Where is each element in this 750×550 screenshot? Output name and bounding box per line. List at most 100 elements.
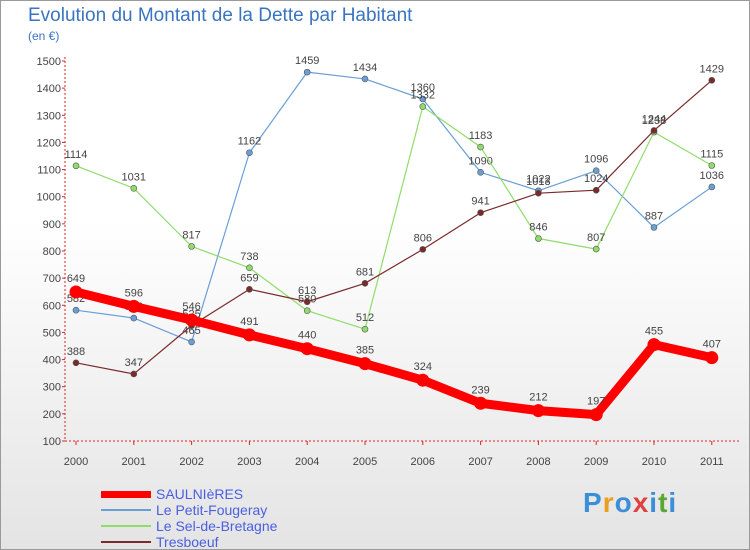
- legend-label: Tresboeuf: [156, 534, 219, 550]
- data-label: 649: [67, 273, 85, 285]
- data-label: 1096: [584, 154, 608, 166]
- data-label: 806: [414, 232, 432, 244]
- data-point: [419, 103, 427, 110]
- x-tick-label: 2010: [642, 456, 666, 468]
- y-tick-label: 600: [43, 300, 61, 312]
- data-label: 212: [529, 392, 547, 404]
- x-tick-label: 2005: [353, 456, 377, 468]
- data-label: 407: [703, 339, 721, 351]
- data-label: 1024: [584, 173, 608, 185]
- data-label: 817: [182, 229, 200, 241]
- data-label: 512: [356, 312, 374, 324]
- logo-letter: t: [658, 487, 669, 518]
- data-point: [592, 186, 600, 194]
- data-point: [477, 168, 484, 176]
- logo-letter: P: [583, 487, 603, 518]
- data-point: [242, 328, 256, 342]
- y-tick-label: 200: [43, 409, 61, 421]
- data-label: 546: [182, 301, 200, 313]
- data-label: 1013: [526, 176, 550, 188]
- data-label: 887: [645, 210, 663, 222]
- data-label: 455: [645, 326, 663, 338]
- x-tick-label: 2006: [411, 456, 435, 468]
- y-tick-label: 1000: [37, 192, 61, 204]
- data-point: [589, 408, 603, 422]
- data-label: 1031: [122, 171, 146, 183]
- data-label: 681: [356, 266, 374, 278]
- x-tick-label: 2002: [179, 456, 203, 468]
- legend-swatch: [101, 541, 151, 543]
- y-tick-label: 300: [43, 382, 61, 394]
- data-label: 613: [298, 285, 316, 297]
- data-label: 385: [356, 345, 374, 357]
- logo-letter: i: [668, 487, 678, 518]
- data-label: 1459: [295, 55, 319, 67]
- y-tick-label: 700: [43, 273, 61, 285]
- data-point: [477, 143, 484, 151]
- data-point: [72, 359, 80, 367]
- data-point: [416, 373, 430, 387]
- series-line-tresboeuf: [75, 79, 713, 375]
- legend-swatch: [101, 491, 151, 498]
- data-label: 440: [298, 330, 316, 342]
- data-point: [708, 183, 716, 191]
- data-point: [72, 306, 80, 314]
- y-tick-label: 800: [43, 246, 61, 258]
- series-line-saulni-res: [71, 287, 717, 420]
- data-point: [650, 224, 658, 231]
- x-tick-label: 2003: [237, 456, 261, 468]
- x-tick-label: 2007: [468, 456, 492, 468]
- data-label: 1115: [700, 149, 723, 161]
- legend-swatch: [101, 525, 151, 527]
- data-point: [185, 313, 199, 327]
- data-point: [535, 235, 542, 242]
- data-point: [531, 404, 545, 418]
- series-line-le-sel-de-bretagne: [75, 105, 713, 330]
- data-point: [246, 285, 253, 293]
- x-tick-label: 2011: [700, 456, 724, 468]
- data-label: 347: [125, 357, 143, 369]
- data-point: [419, 246, 427, 253]
- x-tick-label: 2000: [64, 456, 88, 468]
- data-point: [358, 357, 372, 371]
- logo-letter: o: [614, 487, 633, 518]
- legend-label: SAULNIèRES: [156, 486, 244, 502]
- chart-title: Evolution du Montant de la Dette par Hab…: [28, 5, 413, 26]
- data-label: 1036: [700, 170, 724, 182]
- data-label: 1183: [469, 130, 493, 142]
- data-point: [127, 299, 141, 313]
- logo-letter: r: [602, 487, 615, 518]
- data-label: 197: [587, 396, 605, 408]
- chart-subtitle: (en €): [28, 29, 60, 43]
- data-label: 1090: [468, 155, 492, 167]
- data-label: 738: [240, 251, 258, 263]
- data-point: [303, 307, 311, 315]
- data-point: [419, 95, 427, 103]
- data-label: 465: [182, 325, 200, 337]
- logo-letter: x: [632, 487, 650, 518]
- data-label: 846: [529, 222, 547, 234]
- legend-swatch: [101, 509, 151, 511]
- data-point: [361, 75, 369, 83]
- y-tick-label: 1500: [37, 56, 61, 68]
- data-point: [246, 264, 253, 272]
- data-label: 388: [67, 346, 85, 358]
- y-tick-label: 1400: [37, 83, 61, 95]
- data-point: [246, 149, 253, 157]
- data-label: 1162: [238, 136, 262, 148]
- data-point: [535, 189, 542, 197]
- data-label: 807: [587, 232, 605, 244]
- data-label: 491: [240, 316, 258, 328]
- x-tick-label: 2008: [526, 456, 550, 468]
- data-point: [705, 351, 719, 365]
- data-point: [188, 338, 195, 346]
- y-tick-label: 1200: [37, 137, 61, 149]
- y-tick-label: 400: [43, 355, 61, 367]
- y-tick-label: 1100: [37, 165, 61, 177]
- y-tick-label: 900: [43, 219, 61, 231]
- data-point: [300, 342, 314, 356]
- legend-label: Le Petit-Fougeray: [156, 502, 268, 518]
- data-point: [188, 243, 195, 250]
